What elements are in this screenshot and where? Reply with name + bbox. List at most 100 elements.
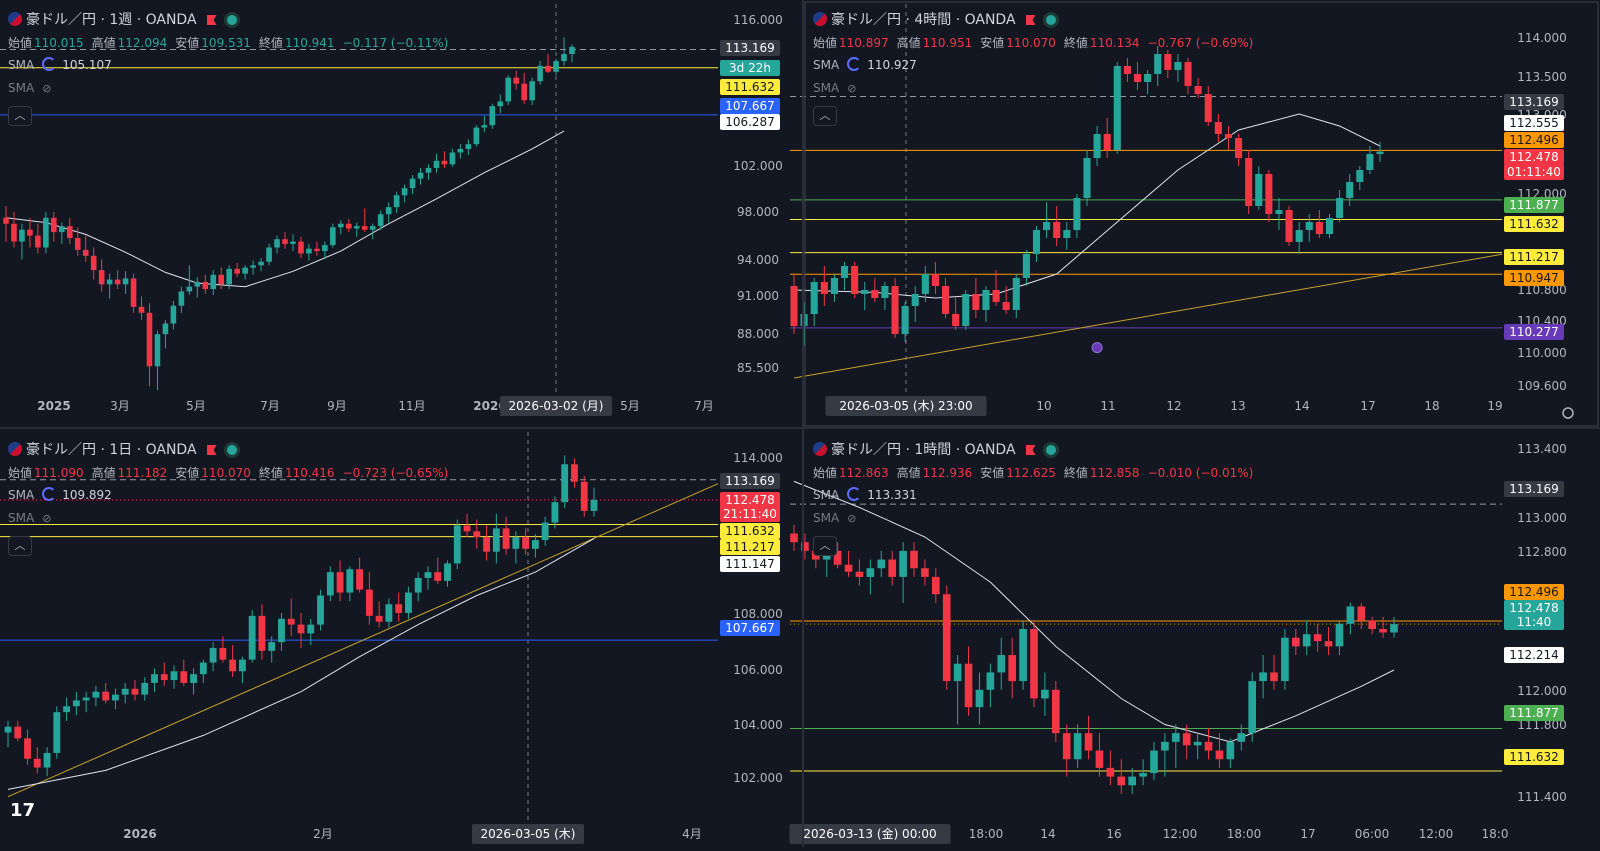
sma-line[interactable] xyxy=(793,480,1395,743)
candle-body xyxy=(911,294,919,306)
price-label xyxy=(720,473,780,489)
price-label-text: 112.214 xyxy=(1509,648,1559,662)
eye-hidden-icon[interactable]: ⊘ xyxy=(847,512,857,525)
candle-body xyxy=(66,226,73,238)
weekly-sma2-legend[interactable]: SMA ⊘ xyxy=(8,81,52,95)
price-label-text: 113.169 xyxy=(725,474,775,488)
candle-body xyxy=(122,278,129,285)
x-tick-label: 11月 xyxy=(398,399,425,413)
candle-body xyxy=(986,672,995,690)
h1-title[interactable]: 豪ドル／円 · 1時間 · OANDA xyxy=(813,439,1056,459)
h1-sma-legend[interactable]: SMA 113.331 xyxy=(813,487,917,502)
daily-title[interactable]: 豪ドル／円 · 1日 · OANDA xyxy=(8,439,237,459)
crosshair-time-label xyxy=(789,824,951,844)
daily-pane[interactable]: 114.000 108.000 106.000 104.000 102.000 2026 2… xyxy=(0,432,783,844)
candle-body xyxy=(1113,66,1121,150)
candle-body xyxy=(1084,733,1093,751)
collapse-legend-button[interactable]: ︿ xyxy=(813,106,837,126)
flag-marker-icon[interactable] xyxy=(1025,15,1036,25)
collapse-legend-button[interactable]: ︿ xyxy=(8,536,32,556)
flag-marker-icon[interactable] xyxy=(206,15,217,25)
sma-settings-icon[interactable] xyxy=(847,57,862,71)
candle-body xyxy=(481,125,488,128)
daily-sma-legend[interactable]: SMA 109.892 xyxy=(8,487,112,502)
candle-body xyxy=(229,659,237,672)
candle-body xyxy=(307,624,315,634)
crosshair-time-label xyxy=(472,824,584,844)
candle-body xyxy=(287,618,295,625)
candle-body xyxy=(1182,733,1191,746)
candle-body xyxy=(465,144,472,149)
x-tick-label: 16 xyxy=(1106,827,1121,841)
trend-line[interactable] xyxy=(7,483,719,798)
candle-body xyxy=(881,286,889,298)
price-label-text: 11:40 xyxy=(1517,615,1552,629)
candle-body xyxy=(1265,174,1273,214)
candle-body xyxy=(801,542,809,551)
eye-hidden-icon[interactable]: ⊘ xyxy=(847,82,857,95)
h4-sma2-legend[interactable]: SMA ⊘ xyxy=(813,81,857,95)
candle-body xyxy=(43,217,49,248)
h4-title[interactable]: 豪ドル／円 · 4時間 · OANDA xyxy=(813,9,1056,29)
candle-body xyxy=(405,592,412,613)
h4-sma-legend[interactable]: SMA 110.927 xyxy=(813,57,917,72)
flag-marker-icon[interactable] xyxy=(1025,445,1036,455)
candle-body xyxy=(855,571,864,577)
candle-body xyxy=(141,682,149,695)
h1-sma2-legend[interactable]: SMA ⊘ xyxy=(813,511,857,525)
weekly-title[interactable]: 豪ドル／円 · 1週 · OANDA xyxy=(8,9,237,29)
sma-line[interactable] xyxy=(5,130,565,288)
x-tick-label: 5月 xyxy=(620,399,640,413)
candle-body xyxy=(921,274,929,294)
daily-sma2-legend[interactable]: SMA ⊘ xyxy=(8,511,52,525)
candle-body xyxy=(1174,62,1182,70)
x-tick-label: 2026 xyxy=(123,827,156,841)
candle-body xyxy=(1093,134,1101,158)
weekly-sma-legend[interactable]: SMA 105.107 xyxy=(8,57,112,72)
candle-body xyxy=(417,172,424,179)
sma-settings-icon[interactable] xyxy=(42,57,57,71)
sma-line[interactable] xyxy=(7,538,595,790)
sma-settings-icon[interactable] xyxy=(847,487,862,501)
trend-line[interactable] xyxy=(793,253,1503,379)
weekly-pane[interactable]: 116.000 102.000 98.000 94.000 91.000 88.000 85… xyxy=(0,4,783,416)
price-label xyxy=(1504,115,1564,131)
price-label xyxy=(1504,324,1564,340)
candle-body xyxy=(336,572,344,593)
weekly-ohlc: 始値 110.015 高値 112.094 安値 109.531 終値 110.941 −0.1… xyxy=(8,36,449,50)
price-label-text: 112.555 xyxy=(1509,116,1559,130)
candle-body xyxy=(1193,741,1202,746)
candle-body xyxy=(1154,54,1162,74)
crosshair-time-label xyxy=(500,396,612,416)
gear-icon[interactable] xyxy=(1562,407,1574,419)
alert-marker[interactable] xyxy=(1091,342,1103,354)
candle-body xyxy=(512,537,520,549)
sma-settings-icon[interactable] xyxy=(42,487,57,501)
y-tick-label: 102.000 xyxy=(733,771,783,785)
y-tick-label: 94.000 xyxy=(737,253,779,267)
price-label-text: 111.147 xyxy=(725,557,775,571)
candle-body xyxy=(1164,54,1172,70)
candle-body xyxy=(1032,230,1041,254)
price-label-text: 112.496 xyxy=(1509,133,1559,147)
x-tick-label: 18:0 xyxy=(1482,827,1509,841)
candle-body xyxy=(326,572,334,596)
market-open-icon xyxy=(1045,445,1056,455)
price-label-text: 111.632 xyxy=(1509,750,1559,764)
eye-hidden-icon[interactable]: ⊘ xyxy=(42,82,52,95)
candle-body xyxy=(453,525,461,564)
candle-body xyxy=(102,691,110,701)
candle-body xyxy=(537,65,543,82)
candle-body xyxy=(1073,733,1082,760)
h4-pane[interactable]: 114.000113.500113.000112.000110.800110.4… xyxy=(790,4,1574,419)
h1-pane[interactable]: 113.400 113.000 112.800 112.000 111.800 111.4… xyxy=(789,442,1567,844)
candle-body xyxy=(541,522,549,541)
candle-body xyxy=(866,568,875,577)
y-tick-label: 110.000 xyxy=(1517,346,1567,360)
collapse-legend-button[interactable]: ︿ xyxy=(8,106,32,126)
candle-body xyxy=(522,537,530,549)
eye-hidden-icon[interactable]: ⊘ xyxy=(42,512,52,525)
flag-marker-icon[interactable] xyxy=(206,445,217,455)
collapse-legend-button[interactable]: ︿ xyxy=(813,536,837,556)
candle-body xyxy=(345,223,352,229)
